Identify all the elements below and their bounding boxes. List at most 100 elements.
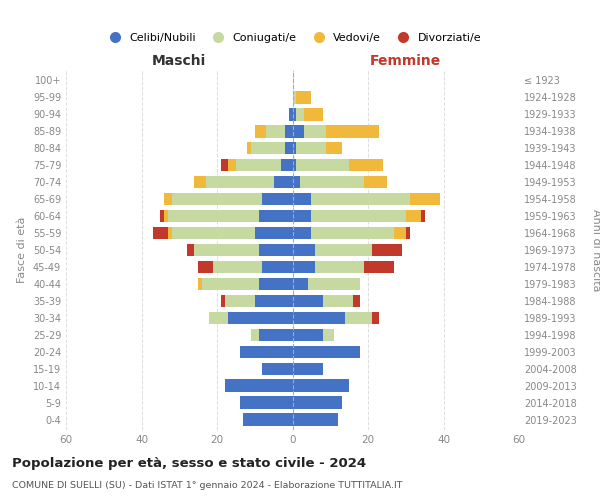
Legend: Celibi/Nubili, Coniugati/e, Vedovi/e, Divorziati/e: Celibi/Nubili, Coniugati/e, Vedovi/e, Di…	[99, 29, 486, 48]
Bar	[206, 176, 274, 188]
Bar	[274, 176, 293, 188]
Bar	[239, 346, 293, 358]
Text: Popolazione per età, sesso e stato civile - 2024: Popolazione per età, sesso e stato civil…	[12, 458, 366, 470]
Bar	[259, 210, 293, 222]
Bar	[293, 210, 311, 222]
Bar	[153, 226, 168, 239]
Bar	[285, 125, 293, 138]
Bar	[221, 158, 229, 172]
Bar	[255, 294, 293, 308]
Bar	[372, 312, 379, 324]
Bar	[311, 192, 410, 205]
Bar	[164, 192, 172, 205]
Bar	[394, 226, 406, 239]
Bar	[259, 328, 293, 342]
Bar	[372, 244, 402, 256]
Bar	[304, 125, 326, 138]
Text: COMUNE DI SUELLI (SU) - Dati ISTAT 1° gennaio 2024 - Elaborazione TUTTITALIA.IT: COMUNE DI SUELLI (SU) - Dati ISTAT 1° ge…	[12, 481, 403, 490]
Bar	[293, 380, 349, 392]
Bar	[308, 278, 361, 290]
Bar	[244, 414, 293, 426]
Bar	[323, 328, 334, 342]
Bar	[251, 328, 259, 342]
Bar	[202, 278, 259, 290]
Bar	[293, 294, 323, 308]
Bar	[251, 142, 285, 154]
Bar	[293, 176, 300, 188]
Bar	[236, 158, 281, 172]
Bar	[293, 328, 323, 342]
Bar	[293, 244, 315, 256]
Bar	[293, 108, 296, 120]
Bar	[168, 210, 259, 222]
Bar	[262, 362, 293, 375]
Bar	[293, 226, 311, 239]
Text: Femmine: Femmine	[370, 54, 442, 68]
Bar	[239, 396, 293, 409]
Bar	[281, 158, 293, 172]
Bar	[194, 244, 259, 256]
Bar	[293, 260, 315, 274]
Bar	[285, 142, 293, 154]
Bar	[224, 380, 293, 392]
Bar	[293, 362, 323, 375]
Bar	[315, 244, 372, 256]
Bar	[293, 158, 296, 172]
Bar	[296, 158, 349, 172]
Y-axis label: Anni di nascita: Anni di nascita	[590, 209, 600, 291]
Bar	[221, 294, 224, 308]
Bar	[323, 294, 353, 308]
Bar	[315, 260, 364, 274]
Bar	[296, 91, 311, 104]
Bar	[421, 210, 425, 222]
Bar	[293, 396, 341, 409]
Bar	[224, 294, 255, 308]
Bar	[311, 226, 394, 239]
Bar	[198, 260, 213, 274]
Bar	[262, 260, 293, 274]
Bar	[213, 260, 262, 274]
Bar	[289, 108, 293, 120]
Bar	[172, 226, 255, 239]
Bar	[304, 108, 323, 120]
Bar	[326, 142, 341, 154]
Bar	[293, 125, 304, 138]
Bar	[293, 91, 296, 104]
Bar	[364, 260, 394, 274]
Bar	[349, 158, 383, 172]
Bar	[364, 176, 387, 188]
Bar	[293, 278, 308, 290]
Bar	[406, 226, 410, 239]
Bar	[296, 108, 304, 120]
Bar	[410, 192, 440, 205]
Bar	[209, 312, 229, 324]
Bar	[311, 210, 406, 222]
Bar	[406, 210, 421, 222]
Bar	[353, 294, 361, 308]
Y-axis label: Fasce di età: Fasce di età	[17, 217, 27, 283]
Bar	[266, 125, 285, 138]
Bar	[296, 142, 326, 154]
Text: Maschi: Maschi	[152, 54, 206, 68]
Bar	[262, 192, 293, 205]
Bar	[300, 176, 364, 188]
Bar	[259, 244, 293, 256]
Bar	[198, 278, 202, 290]
Bar	[293, 192, 311, 205]
Bar	[259, 278, 293, 290]
Bar	[187, 244, 194, 256]
Bar	[247, 142, 251, 154]
Bar	[229, 158, 236, 172]
Bar	[164, 210, 168, 222]
Bar	[293, 142, 296, 154]
Bar	[293, 414, 338, 426]
Bar	[346, 312, 372, 324]
Bar	[168, 226, 172, 239]
Bar	[293, 346, 361, 358]
Bar	[255, 226, 293, 239]
Bar	[172, 192, 262, 205]
Bar	[293, 312, 346, 324]
Bar	[326, 125, 379, 138]
Bar	[160, 210, 164, 222]
Bar	[194, 176, 206, 188]
